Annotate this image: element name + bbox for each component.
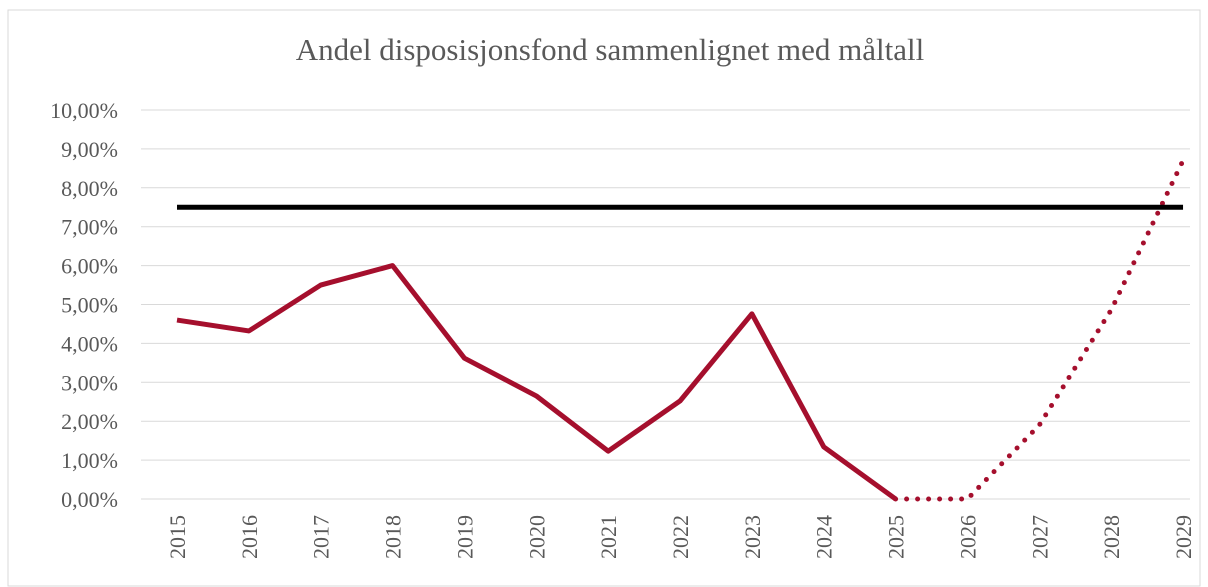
y-tick-label: 6,00% <box>61 254 118 279</box>
y-tick-label: 8,00% <box>61 176 118 201</box>
x-tick-label: 2029 <box>1171 515 1196 559</box>
y-tick-label: 2,00% <box>61 409 118 434</box>
x-tick-label: 2016 <box>237 515 262 559</box>
y-tick-label: 3,00% <box>61 370 118 395</box>
x-tick-label: 2019 <box>452 515 477 559</box>
x-tick-label: 2023 <box>740 515 765 559</box>
x-tick-label: 2022 <box>668 515 693 559</box>
line-series <box>176 263 898 502</box>
x-tick-label: 2027 <box>1027 515 1052 559</box>
x-tick-label: 2025 <box>884 515 909 559</box>
y-tick-label: 9,00% <box>61 137 118 162</box>
line-series <box>893 158 1186 502</box>
y-tick-label: 1,00% <box>61 448 118 473</box>
x-tick-label: 2015 <box>165 515 190 559</box>
x-tick-label: 2018 <box>381 515 406 559</box>
y-tick-label: 4,00% <box>61 331 118 356</box>
x-tick-label: 2021 <box>596 515 621 559</box>
y-tick-label: 10,00% <box>50 98 118 123</box>
x-tick-label: 2024 <box>812 515 837 559</box>
chart-frame <box>7 9 1201 587</box>
y-tick-label: 7,00% <box>61 215 118 240</box>
x-tick-label: 2020 <box>524 515 549 559</box>
y-tick-label: 0,00% <box>61 487 118 512</box>
x-tick-label: 2026 <box>955 515 980 559</box>
x-tick-label: 2017 <box>309 515 334 559</box>
y-tick-label: 5,00% <box>61 293 118 318</box>
x-tick-label: 2028 <box>1099 515 1124 559</box>
chart-title: Andel disposisjonsfond sammenlignet med … <box>296 32 925 67</box>
